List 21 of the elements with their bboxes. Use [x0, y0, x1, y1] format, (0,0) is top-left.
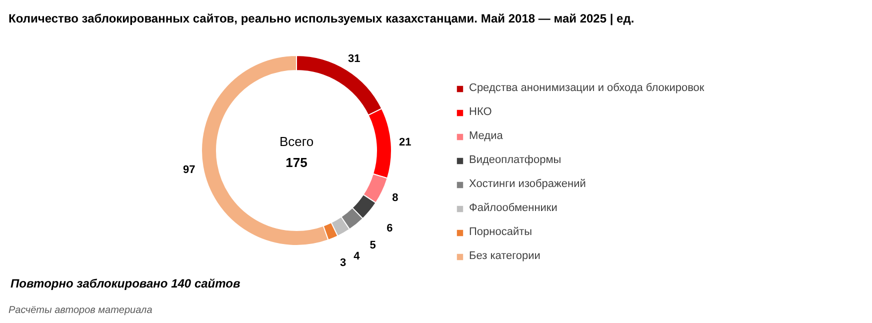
legend-label: Без категории — [469, 249, 540, 263]
legend-label: Средства анонимизации и обхода блокировок — [469, 81, 704, 95]
data-label: 3 — [340, 257, 346, 270]
legend-label: Файлообменники — [469, 201, 558, 215]
data-label: 97 — [182, 164, 196, 176]
data-label: 21 — [399, 136, 412, 149]
data-label: 5 — [370, 239, 376, 252]
text: Повторно заблокировано 140 сайтов — [10, 276, 240, 290]
legend-label: Видеоплатформы — [469, 153, 562, 167]
text: Всего — [279, 134, 314, 149]
data-label: 31 — [348, 52, 360, 65]
text: Расчёты авторов материала — [8, 305, 153, 316]
chart-title: Количество заблокированных сайтов, реально используемых казахстанцами. Май 2018 — май 2025 | ед. — [8, 12, 634, 26]
legend-label: НКО — [469, 105, 492, 119]
text: 175 — [286, 155, 308, 170]
data-label: 6 — [386, 222, 393, 235]
legend-label: Порносайты — [469, 225, 532, 239]
legend-label: Медиа — [469, 129, 503, 143]
data-label: 4 — [354, 250, 361, 262]
legend-label: Хостинги изображений — [469, 177, 586, 191]
data-label: 8 — [392, 192, 398, 204]
